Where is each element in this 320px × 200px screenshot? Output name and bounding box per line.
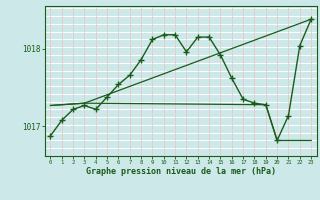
- X-axis label: Graphe pression niveau de la mer (hPa): Graphe pression niveau de la mer (hPa): [86, 167, 276, 176]
